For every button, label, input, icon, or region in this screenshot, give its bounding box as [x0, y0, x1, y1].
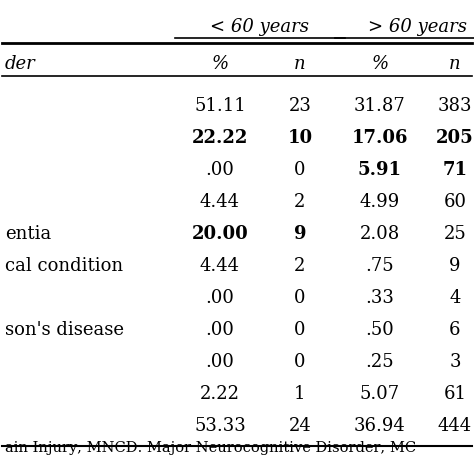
Text: n: n — [294, 55, 306, 73]
Text: 53.33: 53.33 — [194, 417, 246, 435]
Text: 20.00: 20.00 — [191, 225, 248, 243]
Text: %: % — [372, 55, 389, 73]
Text: 24: 24 — [289, 417, 311, 435]
Text: 5.91: 5.91 — [358, 161, 402, 179]
Text: 383: 383 — [438, 97, 472, 115]
Text: 22.22: 22.22 — [192, 129, 248, 147]
Text: 51.11: 51.11 — [194, 97, 246, 115]
Text: .33: .33 — [365, 289, 394, 307]
Text: 4: 4 — [449, 289, 461, 307]
Text: .75: .75 — [365, 257, 394, 275]
Text: 10: 10 — [287, 129, 312, 147]
Text: 23: 23 — [289, 97, 311, 115]
Text: 36.94: 36.94 — [354, 417, 406, 435]
Text: .50: .50 — [365, 321, 394, 339]
Text: 71: 71 — [443, 161, 467, 179]
Text: 4.44: 4.44 — [200, 193, 240, 211]
Text: 3: 3 — [449, 353, 461, 371]
Text: .00: .00 — [206, 353, 235, 371]
Text: 4.44: 4.44 — [200, 257, 240, 275]
Text: 0: 0 — [294, 289, 306, 307]
Text: 0: 0 — [294, 321, 306, 339]
Text: > 60 years: > 60 years — [368, 18, 467, 36]
Text: 0: 0 — [294, 161, 306, 179]
Text: .00: .00 — [206, 161, 235, 179]
Text: 5.07: 5.07 — [360, 385, 400, 403]
Text: 9: 9 — [449, 257, 461, 275]
Text: 31.87: 31.87 — [354, 97, 406, 115]
Text: 205: 205 — [436, 129, 474, 147]
Text: 444: 444 — [438, 417, 472, 435]
Text: 2.22: 2.22 — [200, 385, 240, 403]
Text: cal condition: cal condition — [5, 257, 123, 275]
Text: 61: 61 — [444, 385, 466, 403]
Text: 2: 2 — [294, 193, 306, 211]
Text: 25: 25 — [444, 225, 466, 243]
Text: son's disease: son's disease — [5, 321, 124, 339]
Text: 17.06: 17.06 — [352, 129, 408, 147]
Text: 1: 1 — [294, 385, 306, 403]
Text: 2: 2 — [294, 257, 306, 275]
Text: 2.08: 2.08 — [360, 225, 400, 243]
Text: der: der — [5, 55, 36, 73]
Text: %: % — [211, 55, 228, 73]
Text: 6: 6 — [449, 321, 461, 339]
Text: .25: .25 — [365, 353, 394, 371]
Text: < 60 years: < 60 years — [210, 18, 310, 36]
Text: n: n — [449, 55, 461, 73]
Text: 60: 60 — [444, 193, 466, 211]
Text: 9: 9 — [294, 225, 306, 243]
Text: .00: .00 — [206, 289, 235, 307]
Text: 0: 0 — [294, 353, 306, 371]
Text: 4.99: 4.99 — [360, 193, 400, 211]
Text: .00: .00 — [206, 321, 235, 339]
Text: entia: entia — [5, 225, 51, 243]
Text: ain Injury; MNCD: Major Neurocognitive Disorder; MC: ain Injury; MNCD: Major Neurocognitive D… — [5, 441, 416, 455]
